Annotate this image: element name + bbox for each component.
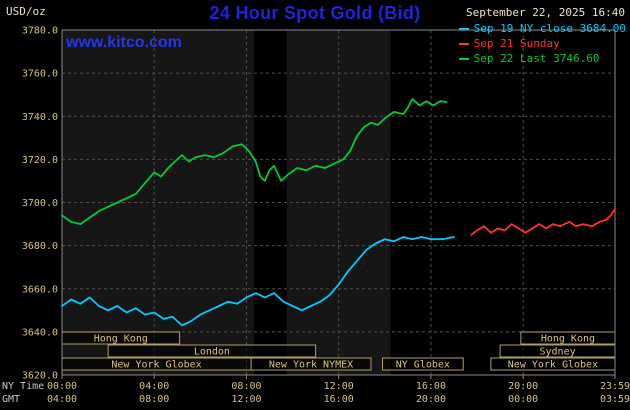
y-tick-label: 3640.0	[22, 327, 58, 338]
session-label: New York Globex	[508, 360, 598, 371]
x-tick-label: 00:00	[47, 381, 77, 392]
y-tick-label: 3680.0	[22, 241, 58, 252]
x-tick-label: 03:59	[600, 394, 630, 405]
legend-label: Sep 21 Sunday	[473, 37, 560, 50]
y-tick-label: 3760.0	[22, 69, 58, 80]
y-tick-label: 3660.0	[22, 284, 58, 295]
series-line-sep19	[61, 236, 455, 327]
session-label: New York NYMEX	[269, 360, 353, 371]
session-label: New York Globex	[111, 360, 201, 371]
series-line-sep22	[61, 98, 448, 226]
y-axis-unit-label: USD/oz	[6, 5, 46, 18]
y-tick-label: 3740.0	[22, 112, 58, 123]
session-box	[382, 357, 464, 371]
session-box	[107, 344, 317, 358]
legend: Sep 19 NY close 3684.00 Sep 21 Sunday Sep …	[458, 22, 626, 65]
x-tick-label: 08:00	[231, 381, 261, 392]
x-tick-label: 20:00	[508, 381, 538, 392]
x-tick-label: 08:00	[139, 394, 169, 405]
series-line-sep21	[470, 208, 616, 236]
x-axis-row-label: NY Time	[2, 381, 44, 392]
x-tick-label: 12:00	[324, 381, 354, 392]
session-label: London	[194, 347, 230, 358]
y-tick-label: 3720.0	[22, 155, 58, 166]
x-tick-label: 23:59	[600, 381, 630, 392]
chart-title: 24 Hour Spot Gold (Bid)	[209, 3, 421, 23]
session-label: Hong Kong	[94, 334, 148, 345]
x-tick-label: 20:00	[416, 394, 446, 405]
y-tick-label: 3700.0	[22, 198, 58, 209]
kitco-watermark-link[interactable]: www.kitco.com	[66, 34, 182, 51]
chart-timestamp: September 22, 2025 16:40	[466, 6, 625, 19]
x-tick-label: 16:00	[416, 381, 446, 392]
y-tick-label: 3620.0	[22, 371, 58, 382]
legend-color-dash	[458, 42, 469, 45]
x-tick-label: 16:00	[324, 394, 354, 405]
legend-color-dash	[458, 27, 469, 30]
x-tick-label: 12:00	[231, 394, 261, 405]
legend-item-sep22: Sep 22 Last 3746.60	[458, 52, 626, 65]
session-label: Hong Kong	[541, 334, 595, 345]
x-tick-label: 04:00	[47, 394, 77, 405]
legend-color-dash	[458, 57, 469, 60]
y-tick-label: 3780.0	[22, 26, 58, 37]
x-tick-label: 04:00	[139, 381, 169, 392]
session-box	[250, 357, 372, 371]
legend-label: Sep 22 Last 3746.60	[473, 52, 600, 65]
legend-label: Sep 19 NY close 3684.00	[473, 22, 626, 35]
session-label: NY Globex	[396, 360, 450, 371]
x-axis-row-label: GMT	[2, 394, 20, 405]
legend-item-sep21: Sep 21 Sunday	[458, 37, 626, 50]
legend-item-sep19: Sep 19 NY close 3684.00	[458, 22, 626, 35]
session-label: Sydney	[539, 347, 575, 358]
x-tick-label: 00:00	[508, 394, 538, 405]
